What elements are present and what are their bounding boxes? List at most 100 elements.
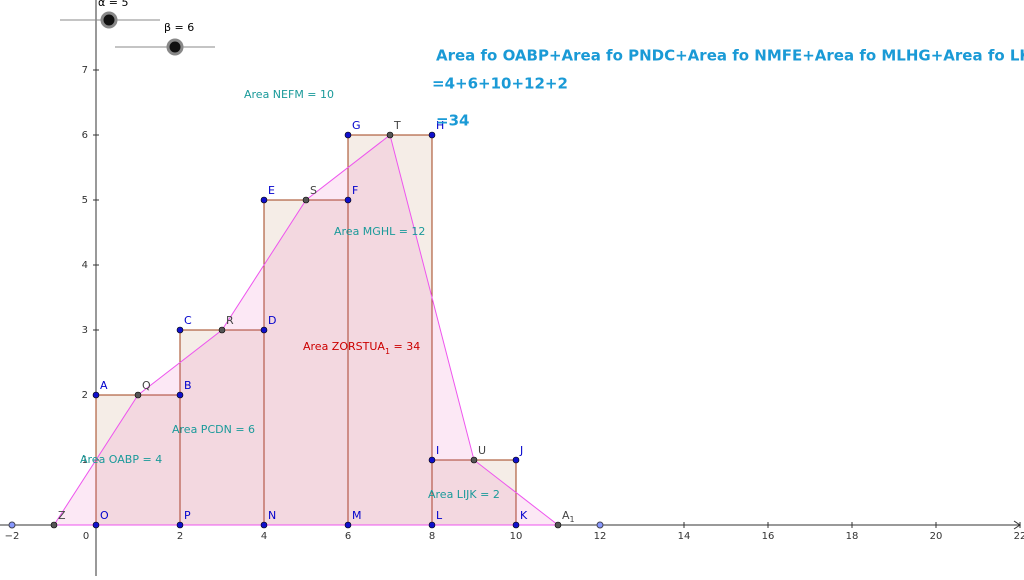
y-tick-label: 7 [82, 65, 88, 76]
x-tick-label: 20 [930, 531, 943, 542]
point[interactable] [428, 456, 436, 464]
point-label: Q [142, 379, 151, 392]
slider-knob[interactable] [100, 11, 118, 29]
point-label-text: I [436, 444, 439, 457]
x-tick-label: 8 [429, 531, 435, 542]
x-tick-label: 12 [594, 531, 607, 542]
area-label: Area MGHL = 12 [334, 225, 425, 238]
heading-line: =4+6+10+12+2 [432, 75, 568, 93]
point[interactable] [470, 456, 478, 464]
point-label: D [268, 314, 276, 327]
point-label-text: Z [58, 509, 66, 522]
point[interactable] [260, 196, 268, 204]
point-label: M [352, 509, 362, 522]
point-label: H [436, 119, 444, 132]
point-label: G [352, 119, 361, 132]
point[interactable] [260, 521, 268, 529]
area-label: Area NEFM = 10 [244, 88, 334, 101]
point-label-text: D [268, 314, 276, 327]
point-label-sub: 1 [570, 515, 575, 524]
point[interactable] [512, 456, 520, 464]
point[interactable] [512, 521, 520, 529]
heading-line: =34 [436, 112, 469, 130]
slider-alpha[interactable]: α = 5 [60, 0, 160, 29]
point-label: A1 [562, 509, 575, 524]
point[interactable] [344, 131, 352, 139]
point-label: I [436, 444, 439, 457]
point[interactable] [344, 196, 352, 204]
point-label-text: F [352, 184, 358, 197]
x-tick-label: 18 [846, 531, 859, 542]
point-label-text: A [562, 509, 570, 522]
point-label: F [352, 184, 358, 197]
point-label-text: G [352, 119, 361, 132]
point[interactable] [554, 521, 562, 529]
point[interactable] [176, 391, 184, 399]
x-tick-label: 2 [177, 531, 183, 542]
y-tick-label: 1 [82, 455, 88, 466]
polygon-zorstua1 [53, 134, 560, 526]
point[interactable] [176, 521, 184, 529]
point-label-text: L [436, 509, 443, 522]
slider-label: α = 5 [98, 0, 128, 9]
axis-point[interactable] [8, 521, 16, 529]
point[interactable] [92, 521, 100, 529]
point-label-text: A [100, 379, 108, 392]
y-tick-label: 6 [82, 130, 88, 141]
point-label: E [268, 184, 275, 197]
slider-beta[interactable]: β = 6 [115, 21, 215, 56]
x-tick-label: 22 [1014, 531, 1024, 542]
polygon-label-text: Area ZORSTUA [303, 340, 385, 353]
rectangle [95, 394, 181, 526]
point-label: S [310, 184, 317, 197]
point[interactable] [302, 196, 310, 204]
point[interactable] [344, 521, 352, 529]
polygon-label: Area ZORSTUA1 = 34 [303, 340, 420, 356]
point-label-text: S [310, 184, 317, 197]
point-label: A [100, 379, 108, 392]
slider-knob[interactable] [166, 38, 184, 56]
polygon-label-sub: 1 [385, 347, 390, 356]
x-tick-label: 0 [83, 531, 89, 542]
point[interactable] [260, 326, 268, 334]
point-label-text: J [519, 444, 523, 457]
slider-label: β = 6 [164, 21, 194, 34]
point[interactable] [428, 521, 436, 529]
x-tick-label: 14 [678, 531, 691, 542]
point-label: L [436, 509, 443, 522]
point[interactable] [386, 131, 394, 139]
point-label: C [184, 314, 192, 327]
axis-point[interactable] [596, 521, 604, 529]
point[interactable] [50, 521, 58, 529]
point[interactable] [92, 391, 100, 399]
x-tick-label: −2 [5, 531, 20, 542]
point[interactable] [176, 326, 184, 334]
point[interactable] [428, 131, 436, 139]
x-tick-label: 10 [510, 531, 523, 542]
point-label-text: U [478, 444, 486, 457]
y-tick-label: 5 [82, 195, 88, 206]
point-label-text: E [268, 184, 275, 197]
y-tick-label: 3 [82, 325, 88, 336]
point-label-text: O [100, 509, 109, 522]
polygon-label-text: = 34 [390, 340, 420, 353]
point-label: P [184, 509, 191, 522]
point-label: R [226, 314, 234, 327]
point-label-text: C [184, 314, 192, 327]
point[interactable] [218, 326, 226, 334]
point-label: J [519, 444, 523, 457]
point[interactable] [134, 391, 142, 399]
point-label-text: R [226, 314, 234, 327]
area-label: Area PCDN = 6 [172, 423, 255, 436]
area-label: Area LIJK = 2 [428, 488, 500, 501]
point-label-text: K [520, 509, 528, 522]
point-label-text: P [184, 509, 191, 522]
x-tick-label: 16 [762, 531, 775, 542]
point-label-text: Q [142, 379, 151, 392]
point-label: U [478, 444, 486, 457]
point-label: K [520, 509, 528, 522]
y-tick-label: 4 [82, 260, 88, 271]
